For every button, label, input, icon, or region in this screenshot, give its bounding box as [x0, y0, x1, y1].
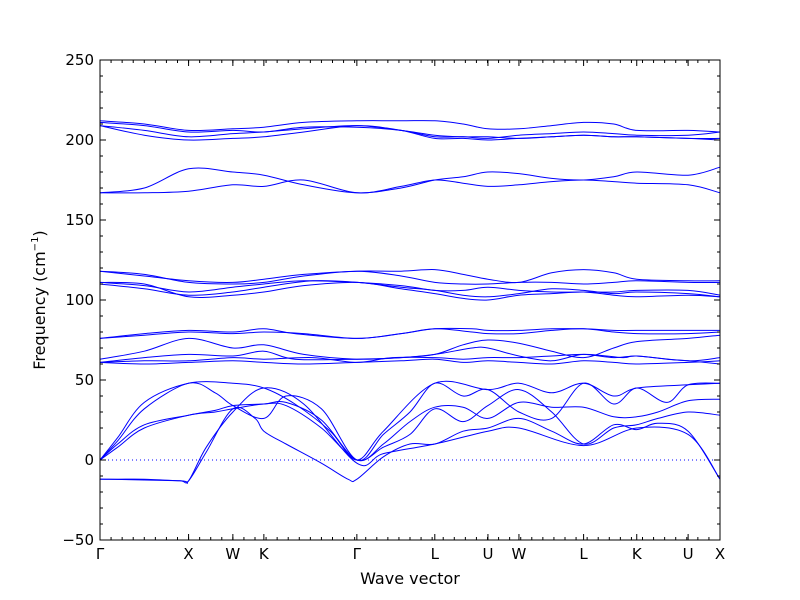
x-tick-label: U	[683, 545, 694, 563]
y-axis-ticks: 250 200 150 100 50 0 −50	[62, 51, 720, 549]
x-tick-label: K	[259, 545, 270, 563]
band-8-line	[99, 346, 721, 363]
band-19-line	[99, 179, 721, 194]
y-tick-label: 0	[84, 451, 94, 469]
band-13-line	[99, 280, 721, 298]
x-tick-label: L	[579, 545, 588, 563]
band-12-line	[99, 358, 721, 365]
y-tick-label: 150	[65, 211, 94, 229]
band-4-line	[99, 389, 721, 462]
y-axis-label-main: Frequency (cm	[30, 251, 49, 369]
y-axis-label: Frequency (cm−1)	[30, 230, 49, 369]
dispersion-curves	[99, 120, 721, 484]
band-14-line	[99, 280, 721, 296]
x-tick-label: Γ	[353, 545, 362, 563]
band-11-line	[99, 327, 720, 339]
band-15-line	[99, 269, 721, 284]
band-23-line	[99, 120, 721, 133]
band-17-line	[99, 281, 721, 301]
y-axis-label-sup: −1	[30, 237, 41, 252]
band-16-line	[99, 270, 721, 285]
x-tick-label: K	[632, 545, 643, 563]
x-tick-label: U	[482, 545, 493, 563]
band-22-line	[99, 121, 721, 139]
y-tick-label: 200	[65, 131, 94, 149]
x-tick-label: Γ	[96, 545, 105, 563]
x-tick-label: X	[715, 545, 725, 563]
band-18-line	[99, 166, 721, 194]
x-axis-label: Wave vector	[360, 569, 460, 588]
y-axis-label-close: )	[30, 230, 49, 236]
band-10-line	[99, 328, 721, 339]
band-3-line	[99, 398, 721, 462]
band-21-line	[99, 125, 721, 141]
band-2-line	[99, 382, 721, 461]
band-9-line	[99, 334, 721, 360]
y-tick-label: −50	[62, 531, 94, 549]
x-tick-label: W	[225, 545, 240, 563]
y-tick-label: 100	[65, 291, 94, 309]
x-tick-label: X	[183, 545, 193, 563]
y-tick-label: 50	[75, 371, 94, 389]
x-tick-label: L	[431, 545, 440, 563]
x-tick-label: W	[512, 545, 527, 563]
band-6-line	[99, 387, 721, 484]
y-tick-label: 250	[65, 51, 94, 69]
